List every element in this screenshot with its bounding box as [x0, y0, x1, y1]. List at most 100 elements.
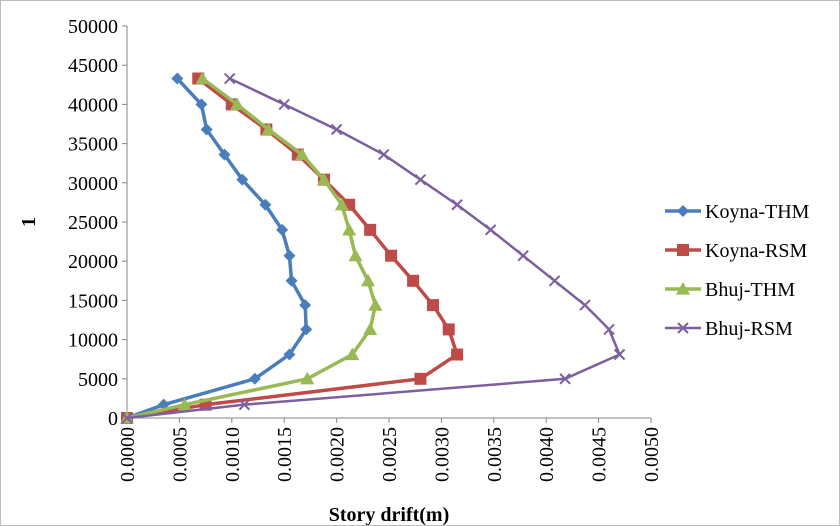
data-point-bhuj-rsm: [484, 224, 497, 236]
data-point-bhuj-thm: [230, 97, 245, 110]
data-point-koyna-rsm: [364, 223, 377, 236]
series-koyna-thm: [121, 72, 313, 424]
data-point-bhuj-rsm: [414, 173, 427, 186]
legend-label: Bhuj-RSM: [705, 318, 793, 340]
data-point-koyna-rsm: [451, 348, 464, 361]
data-point-bhuj-rsm: [603, 323, 615, 336]
x-marker-stroke: [603, 323, 615, 336]
y-axis-ticks: 0 5000 10000 15000 20000 25000 30000 35000 40000…: [68, 16, 127, 430]
y-tick-label: 45000: [68, 55, 118, 77]
x-marker-stroke: [559, 373, 571, 385]
data-point-bhuj-rsm: [559, 373, 571, 385]
x-tick-label: 0.0040: [536, 427, 558, 482]
x-axis-ticks: 0.0000 0.0005 0.0010 0.0015 0.0020 0.0025 0.00…: [117, 418, 663, 482]
data-point-bhuj-rsm: [378, 148, 390, 161]
data-point-bhuj-thm: [295, 147, 310, 161]
data-point-koyna-rsm: [442, 323, 455, 336]
legend-item-koyna-thm: Koyna-THM: [665, 201, 810, 223]
data-point-bhuj-rsm: [238, 398, 251, 411]
x-marker-stroke: [484, 224, 497, 236]
x-marker-stroke: [278, 98, 290, 111]
x-marker-stroke: [378, 148, 390, 161]
data-point-bhuj-thm: [345, 347, 360, 361]
x-marker-stroke: [677, 322, 689, 334]
x-tick-label: 0.0020: [327, 427, 349, 482]
data-point-koyna-thm: [195, 98, 208, 111]
data-point-koyna-thm: [299, 299, 312, 312]
y-tick-label: 30000: [68, 173, 118, 195]
data-point-bhuj-rsm: [223, 72, 236, 85]
data-point-koyna-thm: [171, 72, 184, 85]
data-point-bhuj-rsm: [613, 348, 626, 361]
series-bhuj-rsm: [121, 72, 626, 424]
legend-item-bhuj-thm: Bhuj-THM: [665, 279, 795, 301]
y-tick-label: 20000: [68, 251, 118, 273]
x-marker-stroke: [223, 72, 236, 85]
legend-label: Bhuj-THM: [705, 279, 795, 301]
data-point-bhuj-thm: [363, 322, 378, 336]
y-tick-label: 35000: [68, 134, 118, 156]
x-marker-stroke: [121, 412, 133, 424]
x-tick-label: 0.0010: [222, 427, 244, 482]
data-point-bhuj-thm: [342, 222, 357, 236]
legend-item-bhuj-rsm: Bhuj-RSM: [665, 318, 793, 340]
y-tick-label: 50000: [68, 16, 118, 38]
x-marker-stroke: [330, 123, 343, 136]
series-koyna-rsm: [121, 72, 464, 424]
x-tick-label: 0.0015: [274, 427, 296, 482]
series-bhuj-thm: [120, 71, 383, 424]
data-point-bhuj-thm: [334, 197, 349, 211]
legend-swatch-marker: [677, 205, 689, 217]
y-tick-label: 15000: [68, 290, 118, 312]
data-point-koyna-thm: [300, 323, 313, 336]
data-point-koyna-thm: [218, 148, 231, 161]
legend-label: Koyna-THM: [705, 201, 810, 223]
data-point-koyna-thm: [200, 123, 213, 136]
data-point-koyna-thm: [259, 198, 272, 211]
data-point-koyna-thm: [276, 223, 289, 236]
y-axis-title: 1: [18, 217, 40, 227]
y-tick-label: 0: [108, 408, 118, 430]
data-point-bhuj-thm: [348, 248, 363, 262]
data-point-bhuj-rsm: [330, 123, 343, 136]
data-point-bhuj-thm: [177, 397, 192, 411]
data-point-bhuj-thm: [300, 371, 315, 385]
x-axis-title: Story drift(m): [329, 504, 450, 525]
y-tick-label: 25000: [68, 212, 118, 234]
data-point-bhuj-thm: [368, 298, 383, 311]
legend-swatch-marker: [677, 322, 689, 334]
data-point-koyna-rsm: [407, 274, 420, 287]
data-point-koyna-thm: [283, 348, 296, 361]
x-marker-stroke: [451, 199, 463, 211]
data-point-koyna-thm: [285, 274, 298, 287]
x-tick-label: 0.0030: [431, 427, 453, 482]
data-point-bhuj-rsm: [548, 275, 561, 287]
y-tick-label: 10000: [68, 330, 118, 352]
data-point-koyna-thm: [283, 249, 296, 262]
series-line-koyna-thm: [126, 77, 308, 420]
legend-item-koyna-rsm: Koyna-RSM: [665, 240, 807, 262]
data-point-bhuj-rsm: [121, 412, 133, 424]
x-marker-stroke: [579, 299, 591, 311]
x-tick-label: 0.0050: [641, 427, 663, 482]
legend-swatch-marker: [676, 282, 690, 295]
data-point-bhuj-rsm: [579, 299, 591, 311]
data-point-bhuj-rsm: [278, 98, 290, 111]
x-marker-stroke: [414, 173, 427, 186]
data-point-koyna-rsm: [414, 372, 427, 385]
series-layer: [120, 71, 626, 424]
y-tick-label: 40000: [68, 94, 118, 116]
legend-label: Koyna-RSM: [705, 240, 807, 262]
data-point-bhuj-rsm: [517, 250, 529, 262]
x-marker-stroke: [517, 250, 529, 262]
data-point-koyna-rsm: [385, 249, 398, 262]
legend-swatch-marker: [677, 244, 689, 256]
data-point-bhuj-rsm: [451, 199, 463, 211]
plot-area: 0 5000 10000 15000 20000 25000 30000 35000 40000…: [68, 16, 663, 482]
data-point-koyna-thm: [236, 173, 249, 186]
x-marker-stroke: [238, 398, 251, 411]
data-point-bhuj-thm: [361, 273, 376, 287]
series-line-koyna-rsm: [126, 77, 459, 420]
